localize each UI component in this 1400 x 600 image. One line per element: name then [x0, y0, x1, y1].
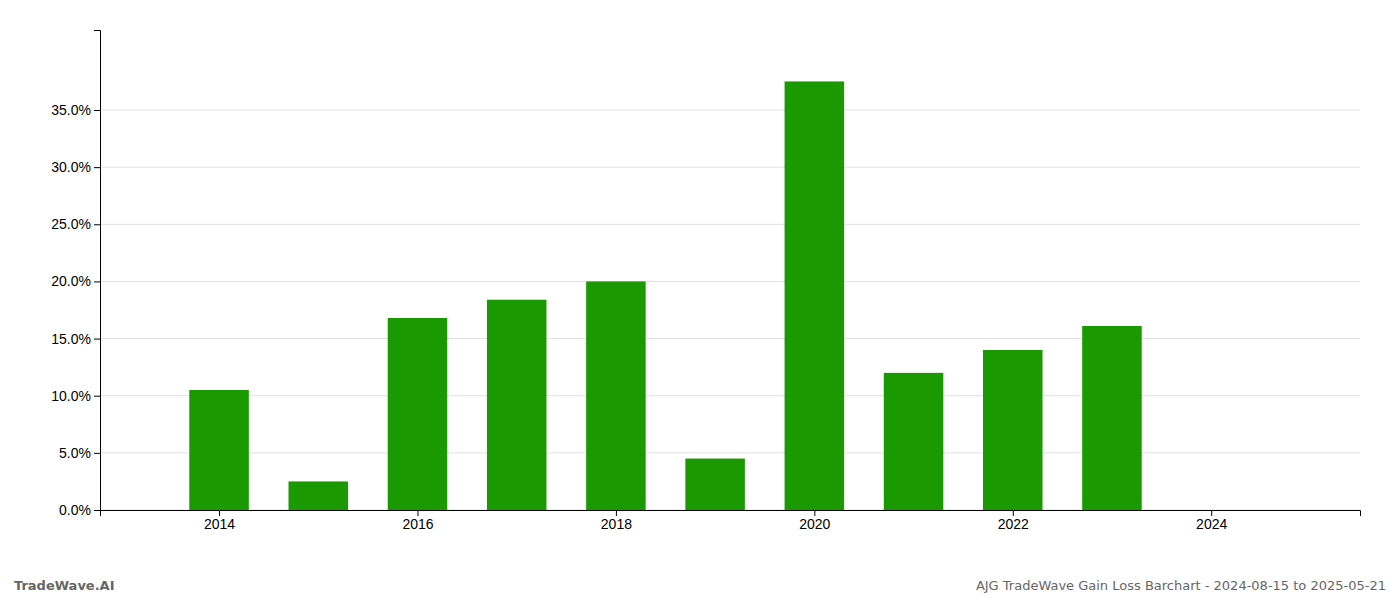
grid-line — [100, 224, 1360, 225]
bar — [289, 481, 349, 510]
tick-mark — [94, 224, 100, 225]
annotation: AJG TradeWave Gain Loss Barchart - 2024-… — [976, 578, 1386, 593]
tick: 35.0% — [51, 102, 100, 118]
grid-line — [100, 167, 1360, 168]
tick-mark — [94, 167, 100, 168]
bar — [586, 281, 646, 510]
tick-mark — [94, 453, 100, 454]
tick-label: 30.0% — [51, 159, 91, 175]
bar — [487, 300, 547, 510]
y-axis: 0.0% 5.0% 10.0% 15.0% 20.0% 25.0% 30.0% 35.0% — [51, 31, 100, 518]
tick-label: 2024 — [1196, 516, 1227, 532]
tick: 2014 — [204, 510, 235, 532]
tick-mark — [94, 281, 100, 282]
bar — [685, 459, 745, 510]
tick: 2018 — [601, 510, 632, 532]
x-axis: 2014 2016 2018 2020 2022 2024 — [101, 510, 1361, 532]
tick-label: 5.0% — [59, 445, 91, 461]
tick: 2022 — [998, 510, 1029, 532]
tick-label: 2022 — [998, 516, 1029, 532]
tick: 2020 — [799, 510, 830, 532]
tick-label: 35.0% — [51, 102, 91, 118]
bar — [388, 318, 448, 510]
plot-area — [189, 81, 1141, 510]
tick: 0.0% — [59, 502, 100, 518]
bar — [189, 390, 249, 510]
tick: 30.0% — [51, 159, 100, 175]
bar — [785, 81, 845, 510]
tick-label: 20.0% — [51, 273, 91, 289]
bar — [983, 350, 1043, 510]
tick-mark — [94, 396, 100, 397]
tick-label: 2014 — [204, 516, 235, 532]
tick-mark — [94, 510, 100, 511]
bar — [1082, 326, 1142, 510]
grid-line — [100, 452, 1360, 453]
tick-label: 15.0% — [51, 331, 91, 347]
tick-label: 2016 — [402, 516, 433, 532]
grid — [100, 110, 1360, 510]
tick-label: 10.0% — [51, 388, 91, 404]
annotation: TradeWave.AI — [14, 578, 115, 593]
axis-line — [101, 511, 1361, 517]
tick: 5.0% — [59, 445, 100, 461]
bar — [1181, 510, 1241, 511]
tick-mark — [94, 110, 100, 111]
tick: 25.0% — [51, 216, 100, 232]
axis-line — [94, 31, 101, 511]
chart: 2014 2016 2018 2020 2022 2024 0.0% 5.0% 10.0% 15.… — [0, 0, 1400, 600]
bar — [884, 373, 944, 510]
tick-label: 25.0% — [51, 216, 91, 232]
grid-line — [100, 338, 1360, 339]
tick: 2016 — [402, 510, 433, 532]
grid-line — [100, 395, 1360, 396]
tick: 2024 — [1196, 510, 1227, 532]
grid-line — [100, 110, 1360, 111]
tick-mark — [94, 339, 100, 340]
tick-label: 2020 — [799, 516, 830, 532]
tick-label: 2018 — [601, 516, 632, 532]
tick-label: 0.0% — [59, 502, 91, 518]
tick: 20.0% — [51, 273, 100, 289]
tick: 10.0% — [51, 388, 100, 404]
tick: 15.0% — [51, 331, 100, 347]
grid-line — [100, 281, 1360, 282]
